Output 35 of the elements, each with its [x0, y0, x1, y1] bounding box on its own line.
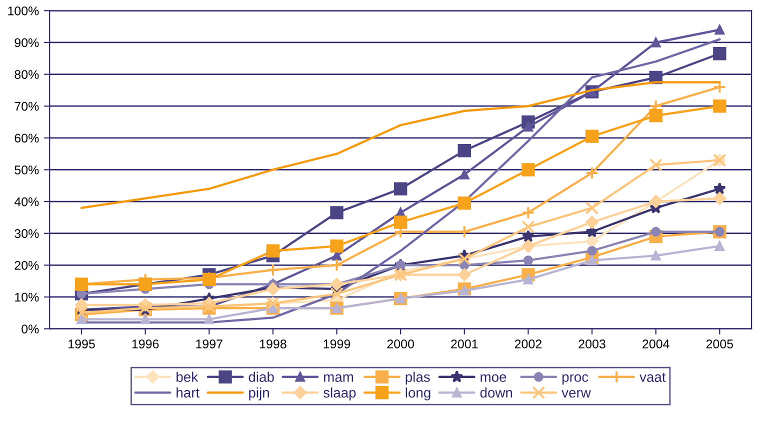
y-tick-label: 60% — [14, 134, 39, 143]
x-tick-label: 1996 — [132, 340, 159, 348]
legend-label: slaap — [323, 387, 356, 400]
x-tick-label: 1998 — [260, 340, 286, 348]
y-tick-label: 0% — [22, 324, 39, 334]
x-tick-label: 1995 — [68, 340, 95, 348]
y-tick-label: 20% — [14, 260, 39, 270]
legend-label: down — [480, 387, 512, 398]
x-tick-label: 2004 — [642, 340, 670, 348]
x-tick-label: 1999 — [324, 340, 350, 348]
x-tick-label: 1997 — [196, 340, 222, 348]
legend-label: bek — [176, 372, 198, 382]
legend-label: moe — [480, 374, 506, 382]
y-tick-label: 70% — [14, 102, 39, 111]
y-tick-label: 30% — [14, 229, 39, 238]
y-tick-label: 50% — [14, 166, 39, 174]
legend-label: pijn — [249, 387, 269, 400]
legend-label: mam — [324, 374, 354, 382]
x-tick-label: 2001 — [451, 340, 478, 348]
legend-label: hart — [176, 387, 200, 398]
x-tick-label: 2005 — [706, 340, 734, 348]
x-tick-label: 2002 — [514, 340, 542, 348]
y-tick-label: 80% — [14, 70, 39, 79]
legend-label: plas — [406, 372, 430, 385]
legend-label: proc — [562, 374, 588, 385]
y-tick-label: 10% — [15, 292, 39, 302]
legend-label: verw — [562, 390, 591, 398]
legend-label: vaat — [640, 372, 666, 382]
legend-label: diab — [248, 372, 274, 382]
x-tick-label: 2000 — [387, 340, 414, 348]
x-tick-label: 2003 — [578, 340, 606, 348]
y-tick-label: 100% — [8, 6, 39, 16]
y-tick-label: 40% — [14, 197, 39, 206]
y-tick-label: 90% — [14, 38, 39, 48]
legend-label: long — [406, 387, 430, 400]
